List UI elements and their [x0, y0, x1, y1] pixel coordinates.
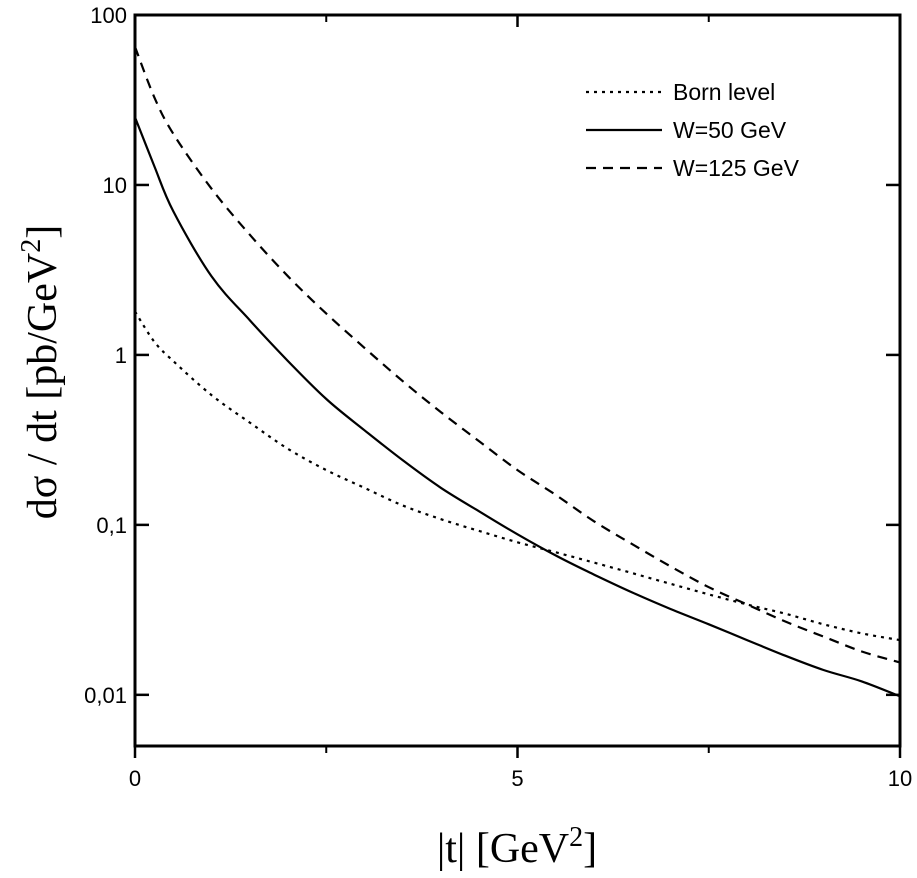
data-curves [133, 46, 901, 698]
plot-frame [133, 13, 902, 748]
y-tick-label: 1 [115, 343, 127, 368]
y-tick-label: 100 [90, 3, 127, 28]
series-line-dotted [134, 310, 901, 642]
x-axis-title: |t| [GeV2] [437, 822, 597, 872]
x-tick-label: 0 [129, 766, 141, 791]
series-line-dashed [133, 46, 901, 664]
legend-label: W=125 GeV [673, 155, 800, 181]
y-tick-label: 0,1 [96, 513, 127, 538]
legend-label: W=50 GeV [673, 117, 787, 143]
y-tick-label: 10 [103, 173, 127, 198]
y-axis-title: dσ / dt [pb/GeV2] [16, 225, 66, 519]
x-tick-label: 5 [511, 766, 523, 791]
tick-labels: 0,01 0,1 1 10 100 0 5 10 [84, 3, 912, 791]
y-tick-label: 0,01 [84, 683, 127, 708]
legend-label: Born level [673, 79, 775, 105]
x-tick-label: 10 [888, 766, 912, 791]
series-line-solid [133, 116, 901, 698]
legend: Born level W=50 GeV W=125 GeV [586, 79, 800, 181]
